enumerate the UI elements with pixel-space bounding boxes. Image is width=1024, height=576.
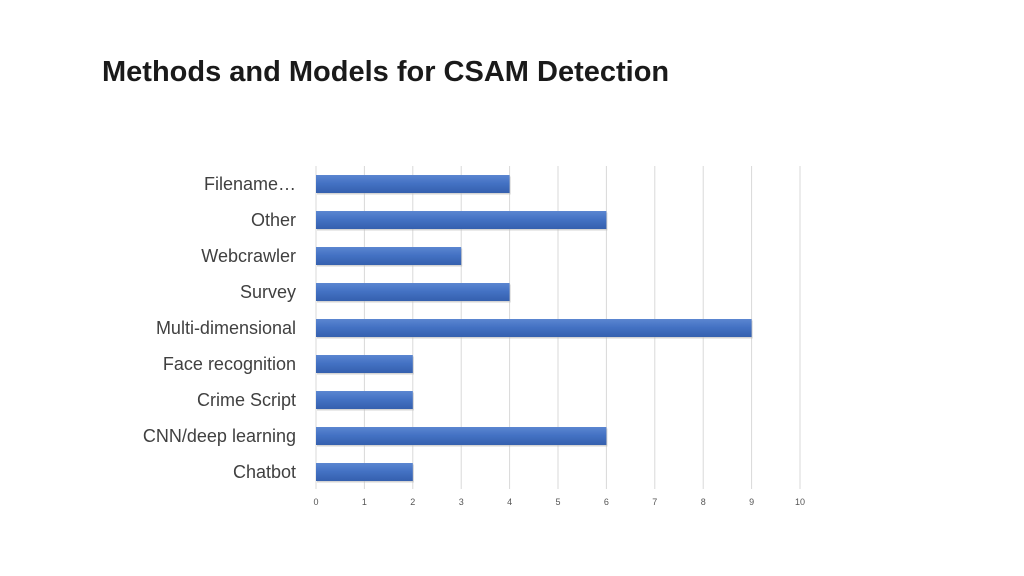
bar bbox=[316, 247, 462, 265]
category-label: Multi-dimensional bbox=[156, 318, 296, 338]
bar bbox=[316, 463, 413, 481]
bar bbox=[316, 319, 752, 337]
category-label: Face recognition bbox=[163, 354, 296, 374]
x-tick-label: 8 bbox=[701, 497, 706, 507]
category-label: Other bbox=[251, 210, 296, 230]
x-tick-label: 4 bbox=[507, 497, 512, 507]
category-label: CNN/deep learning bbox=[143, 426, 296, 446]
x-axis-ticks: 0 1 2 3 4 5 6 7 8 9 10 bbox=[313, 497, 805, 507]
x-tick-label: 5 bbox=[555, 497, 560, 507]
category-label: Chatbot bbox=[233, 462, 296, 482]
bar bbox=[316, 391, 413, 409]
x-tick-label: 6 bbox=[604, 497, 609, 507]
bar bbox=[316, 211, 607, 229]
category-labels: Filename… Other Webcrawler Survey Multi-dime… bbox=[143, 174, 296, 482]
x-tick-label: 2 bbox=[410, 497, 415, 507]
category-label: Filename… bbox=[204, 174, 296, 194]
x-tick-label: 10 bbox=[795, 497, 805, 507]
x-tick-label: 9 bbox=[749, 497, 754, 507]
x-tick-label: 3 bbox=[459, 497, 464, 507]
bar bbox=[316, 355, 413, 373]
category-label: Webcrawler bbox=[201, 246, 296, 266]
x-tick-label: 1 bbox=[362, 497, 367, 507]
category-label: Survey bbox=[240, 282, 296, 302]
x-tick-label: 0 bbox=[313, 497, 318, 507]
slide-title: Methods and Models for CSAM Detection bbox=[102, 56, 670, 88]
bar bbox=[316, 175, 510, 193]
category-label: Crime Script bbox=[197, 390, 296, 410]
bar bbox=[316, 283, 510, 301]
x-tick-label: 7 bbox=[652, 497, 657, 507]
bar bbox=[316, 427, 607, 445]
bars bbox=[316, 175, 753, 483]
